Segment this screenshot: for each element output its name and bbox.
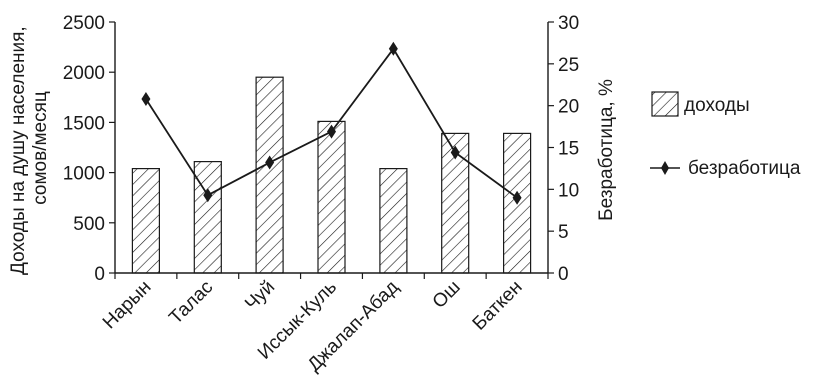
y-axis-title-left: Доходы на душу населения, сомов/месяц bbox=[8, 21, 51, 275]
point-unemployment bbox=[203, 188, 213, 203]
x-tick-label: Баткен bbox=[469, 277, 527, 335]
point-unemployment bbox=[265, 155, 275, 170]
bar-income bbox=[255, 76, 284, 274]
y-tick-label-right: 30 bbox=[558, 13, 579, 34]
legend-label-unemployment: безработица bbox=[688, 158, 801, 179]
x-tick-label: Талас bbox=[165, 277, 217, 329]
y-tick-label-left: 0 bbox=[94, 264, 105, 285]
y-axis-title-right: Безработица, % bbox=[596, 79, 617, 221]
legend: доходы безработица bbox=[650, 91, 801, 179]
legend-label-income: доходы bbox=[684, 95, 750, 116]
point-unemployment bbox=[450, 145, 460, 160]
x-tick-label: Чуй bbox=[241, 277, 279, 315]
point-unemployment bbox=[388, 41, 398, 56]
y-tick-label-right: 25 bbox=[558, 55, 579, 76]
point-unemployment bbox=[141, 91, 151, 106]
y-tick-label-right: 0 bbox=[558, 264, 569, 285]
y-axis-title-left-line-2: сомов/месяц bbox=[30, 91, 51, 205]
y-tick-label-left: 1500 bbox=[63, 113, 105, 134]
bar-income bbox=[193, 161, 222, 274]
x-tick-label: Ош bbox=[429, 277, 465, 313]
x-tick-label: Нарын bbox=[99, 277, 156, 334]
y-axis-title-left-line-1: Доходы на душу населения, bbox=[8, 26, 29, 275]
y-tick-label-left: 2500 bbox=[63, 13, 105, 34]
y-tick-label-right: 5 bbox=[558, 222, 569, 243]
y-tick-label-right: 15 bbox=[558, 139, 579, 160]
plot-area: 0 500 1000 1500 2000 2500 0 5 10 15 20 25 30 Нарын Тал… bbox=[63, 13, 579, 376]
bar-income bbox=[379, 168, 408, 274]
y-tick-label-left: 1000 bbox=[63, 164, 105, 185]
bar-income bbox=[317, 120, 346, 274]
bar-income bbox=[131, 168, 160, 274]
y-tick-label-right: 10 bbox=[558, 180, 579, 201]
point-unemployment bbox=[512, 190, 522, 205]
legend-swatch-income bbox=[651, 91, 679, 117]
y-tick-label-left: 2000 bbox=[63, 63, 105, 84]
y-tick-label-left: 500 bbox=[73, 214, 105, 235]
legend-marker-unemployment bbox=[661, 161, 669, 175]
point-unemployment bbox=[327, 124, 336, 139]
y-tick-label-right: 20 bbox=[558, 97, 579, 118]
